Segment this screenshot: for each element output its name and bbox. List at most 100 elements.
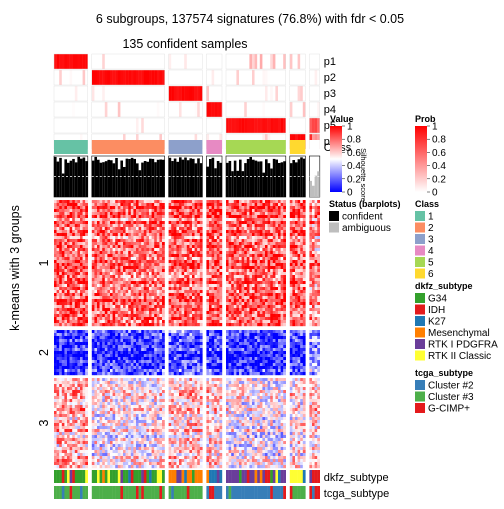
prob-cell (252, 86, 255, 101)
heatmap-cell (83, 269, 86, 272)
heatmap-cell (303, 317, 306, 320)
heatmap-cell (275, 317, 278, 320)
heatmap-cell (118, 230, 121, 233)
heatmap-cell (292, 251, 295, 254)
heatmap-cell (144, 333, 147, 336)
heatmap-cell (231, 302, 234, 305)
heatmap-cell (273, 305, 276, 308)
heatmap-cell (278, 305, 281, 308)
heatmap-cell (80, 215, 83, 218)
heatmap-cell (157, 293, 160, 296)
heatmap-cell (265, 284, 268, 287)
heatmap-cell (182, 260, 185, 263)
heatmap-cell (169, 263, 172, 266)
heatmap-cell (136, 281, 139, 284)
heatmap-cell (278, 272, 281, 275)
prob-cell (262, 118, 265, 133)
heatmap-cell (64, 296, 67, 299)
heatmap-cell (315, 305, 318, 308)
heatmap-cell (80, 209, 83, 212)
heatmap-cell (75, 239, 78, 242)
heatmap-cell (234, 296, 237, 299)
heatmap-cell (268, 320, 271, 323)
heatmap-cell (83, 311, 86, 314)
heatmap-cell (85, 233, 88, 236)
heatmap-cell (179, 323, 182, 326)
heatmap-cell (229, 257, 232, 260)
heatmap-cell (110, 200, 113, 203)
prob-cell (268, 54, 271, 69)
heatmap-cell (159, 203, 162, 206)
heatmap-cell (77, 314, 80, 317)
heatmap-cell (312, 215, 315, 218)
prob-cell (260, 102, 263, 117)
heatmap-cell (115, 206, 118, 209)
heatmap-cell (113, 314, 116, 317)
heatmap-cell (162, 314, 165, 317)
heatmap-cell (118, 227, 121, 230)
heatmap-cell (229, 281, 232, 284)
heatmap-cell (67, 209, 70, 212)
heatmap-cell (115, 323, 118, 326)
heatmap-cell (110, 212, 113, 215)
heatmap-cell (126, 284, 129, 287)
heatmap-cell (126, 218, 129, 221)
heatmap-cell (97, 227, 100, 230)
heatmap-cell (281, 333, 284, 336)
heatmap-cell (80, 269, 83, 272)
prob-cell (298, 54, 301, 69)
prob-cell (94, 54, 97, 69)
silhouette-bar (144, 161, 147, 197)
heatmap-cell (75, 308, 78, 311)
heatmap-cell (171, 317, 174, 320)
heatmap-cell (118, 269, 121, 272)
heatmap-cell (97, 305, 100, 308)
heatmap-cell (159, 200, 162, 203)
heatmap-cell (209, 278, 212, 281)
heatmap-cell (97, 314, 100, 317)
heatmap-cell (295, 221, 298, 224)
heatmap-cell (200, 275, 203, 278)
heatmap-cell (144, 212, 147, 215)
heatmap-cell (75, 248, 78, 251)
heatmap-cell (219, 200, 222, 203)
heatmap-cell (197, 230, 200, 233)
heatmap-cell (113, 254, 116, 257)
heatmap-cell (315, 266, 318, 269)
heatmap-cell (231, 320, 234, 323)
heatmap-cell (255, 254, 258, 257)
heatmap-cell (131, 215, 134, 218)
prob-cell (312, 102, 315, 117)
prob-cell (146, 118, 149, 133)
heatmap-cell (169, 272, 172, 275)
heatmap-cell (189, 281, 192, 284)
prob-cell (317, 70, 320, 85)
heatmap-cell (157, 200, 160, 203)
class-block (226, 140, 286, 154)
prob-cell (159, 70, 162, 85)
heatmap-cell (295, 245, 298, 248)
heatmap-cell (67, 284, 70, 287)
heatmap-cell (57, 215, 60, 218)
heatmap-cell (54, 233, 57, 236)
prob-cell (62, 70, 65, 85)
heatmap-cell (107, 236, 110, 239)
heatmap-cell (317, 272, 320, 275)
heatmap-cell (236, 330, 239, 333)
heatmap-cell (176, 218, 179, 221)
heatmap-cell (257, 266, 260, 269)
heatmap-cell (239, 284, 242, 287)
heatmap-cell (219, 218, 222, 221)
heatmap-cell (70, 302, 73, 305)
heatmap-cell (239, 236, 242, 239)
prob-cell (59, 102, 62, 117)
heatmap-cell (57, 302, 60, 305)
heatmap-cell (197, 212, 200, 215)
heatmap-cell (317, 296, 320, 299)
heatmap-cell (192, 251, 195, 254)
heatmap-cell (57, 263, 60, 266)
heatmap-cell (141, 260, 144, 263)
heatmap-cell (184, 272, 187, 275)
heatmap-cell (94, 333, 97, 336)
heatmap-cell (182, 269, 185, 272)
